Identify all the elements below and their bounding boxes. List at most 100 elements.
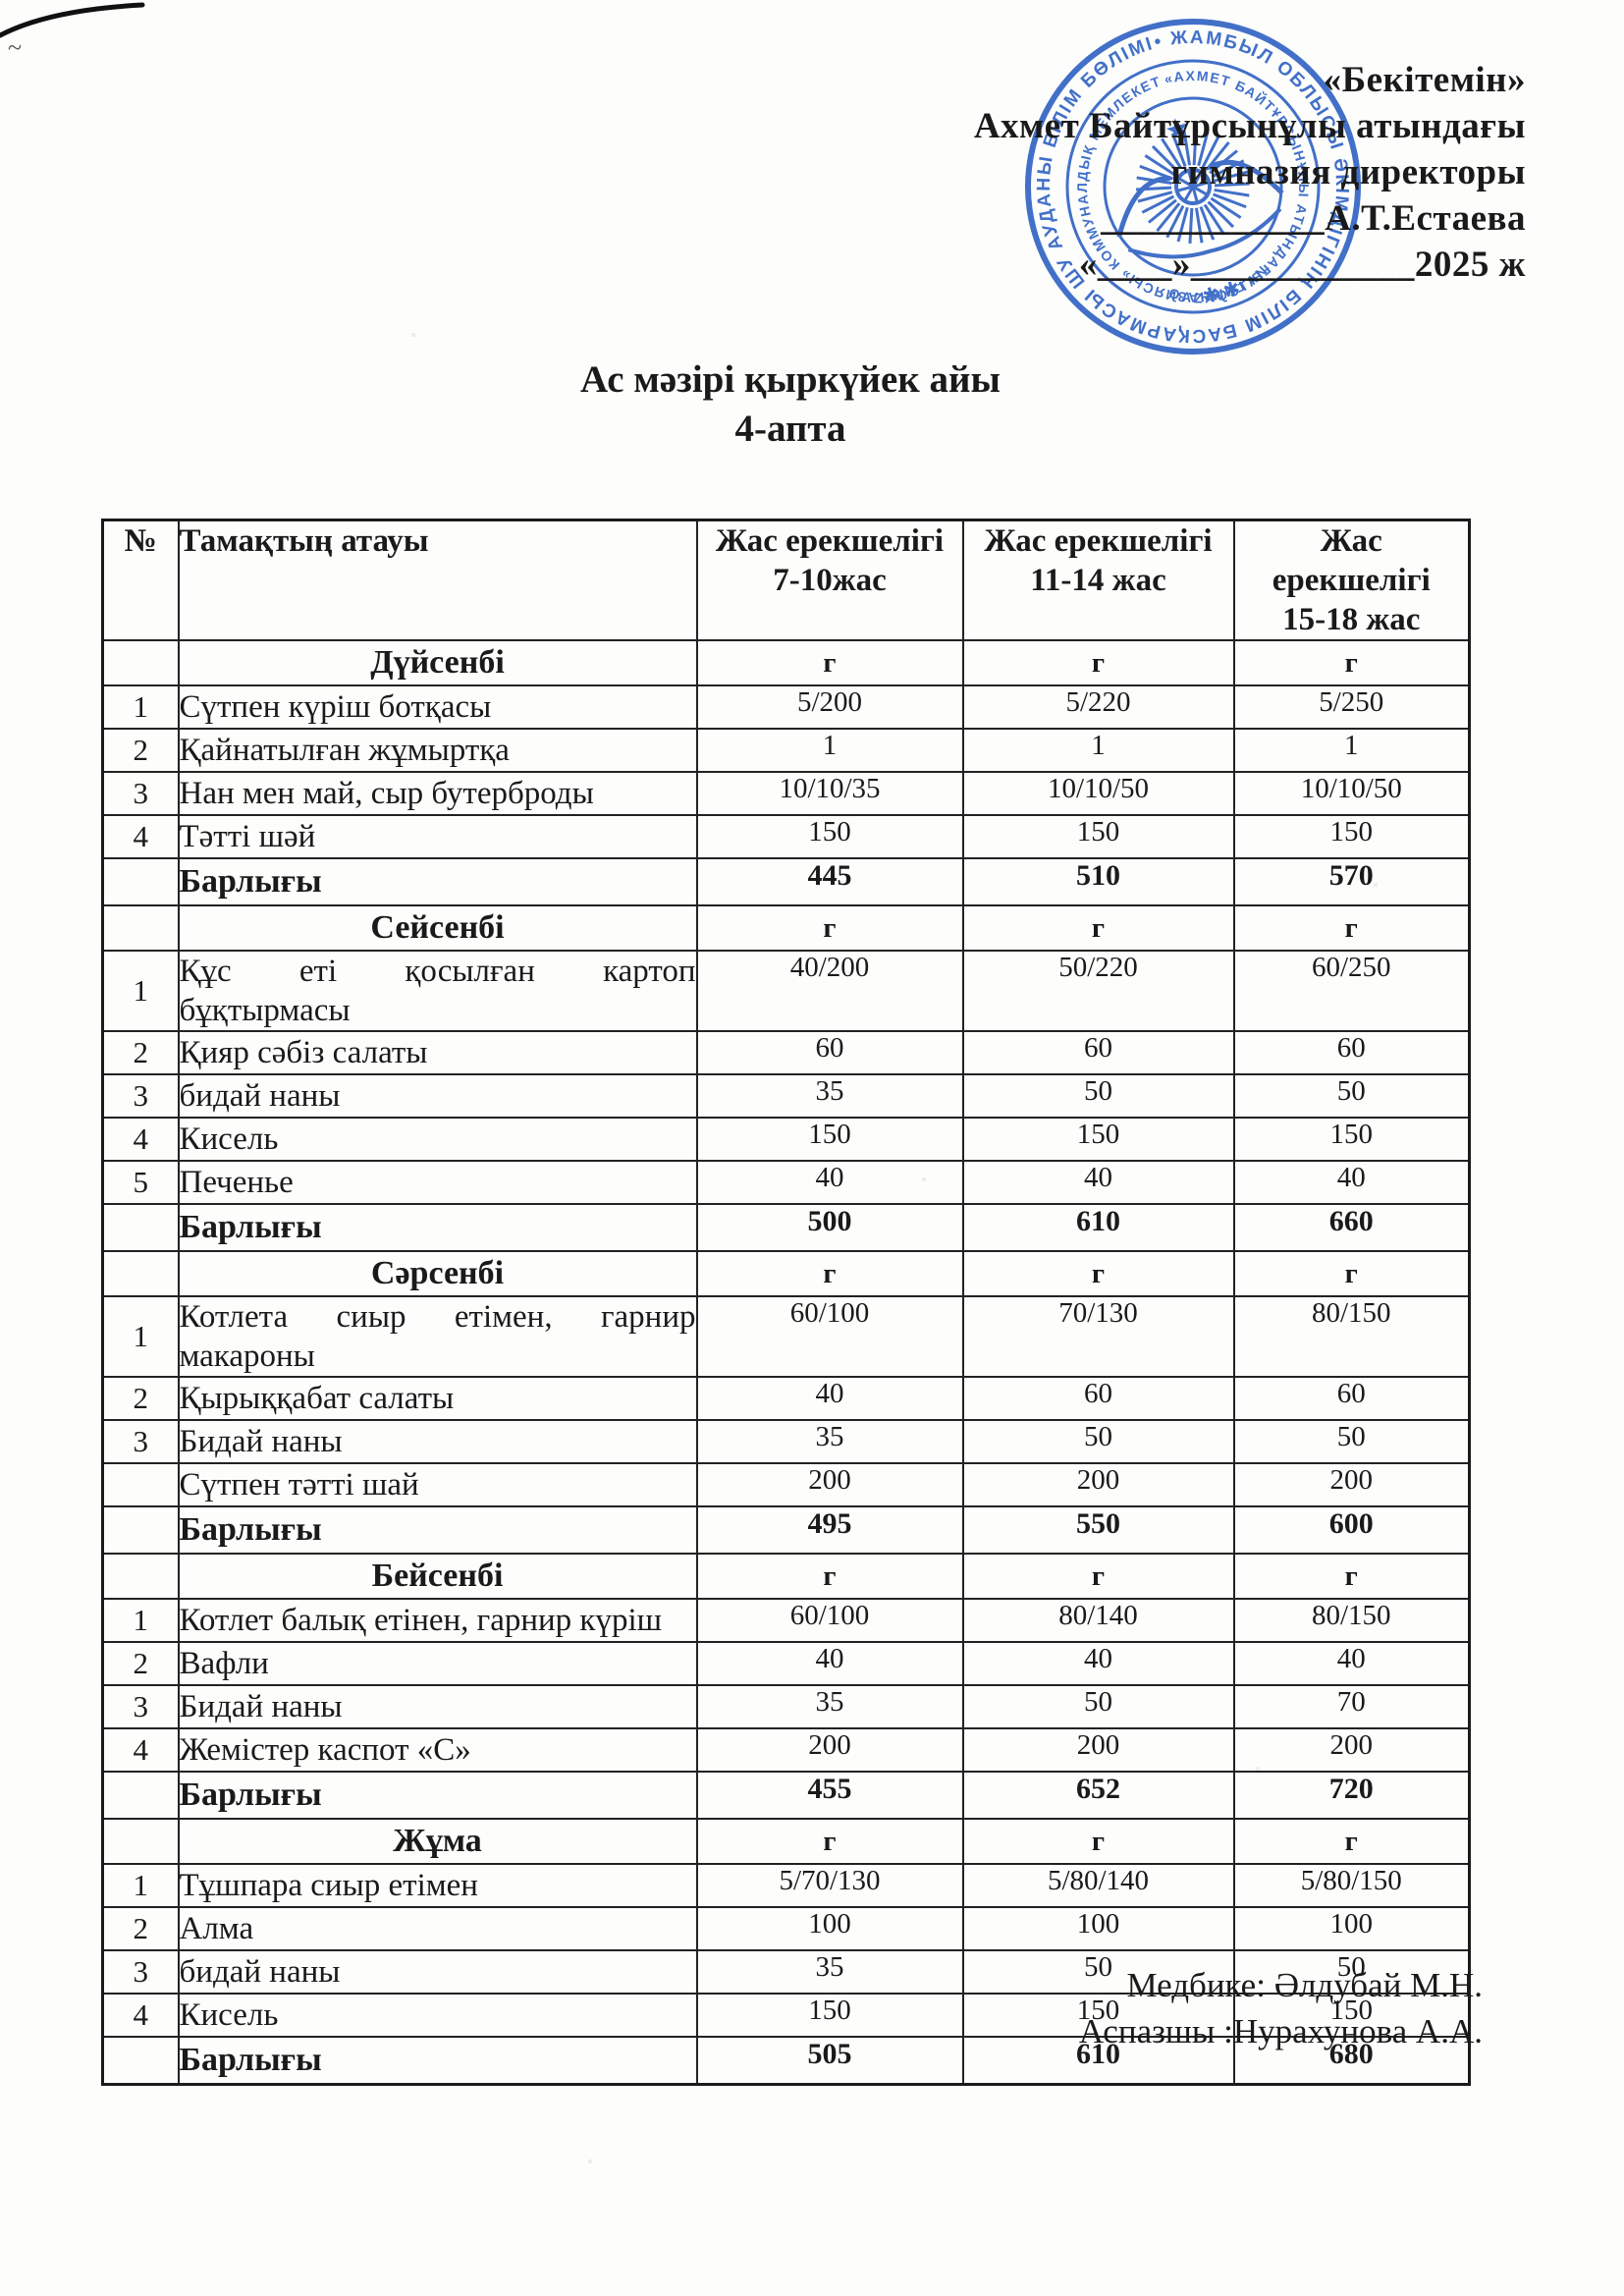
item-name-line: Құс еті қосылған картоп: [179, 954, 696, 989]
portion-value-cell: 150: [961, 1993, 1235, 2038]
menu-item-row: 4 Тәтті шәй 150 150 150: [101, 814, 1471, 859]
item-name-cell: Қырыққабат салаты: [177, 1376, 698, 1421]
portion-value-cell: 10/10/35: [695, 771, 964, 816]
portion-value-cell: 50: [1232, 1419, 1471, 1464]
header-cell-age-group-3: Жас ерекшелігі 15-18 жас: [1232, 519, 1471, 641]
item-number-cell: 3: [101, 1949, 180, 1995]
unit-cell: г: [961, 1250, 1235, 1297]
item-name-cell: Құс еті қосылған картоп бұқтырмасы: [177, 950, 698, 1032]
scan-noise: [295, 295, 297, 297]
portion-value-cell: 100: [961, 1906, 1235, 1951]
unit-cell: г: [1232, 1818, 1471, 1865]
stamp-emblem-rays: [1136, 130, 1250, 244]
item-name-cell: Сүтпен тәтті шай: [177, 1462, 698, 1507]
portion-value-cell: 5/80/150: [1232, 1863, 1471, 1908]
item-number-cell: [101, 1462, 180, 1507]
day-total-row: Барлығы 445 510 570: [101, 857, 1471, 906]
item-name-line: Котлета сиыр етімен, гарнир: [179, 1299, 696, 1335]
item-name-cell: бидай наны: [177, 1949, 698, 1995]
portion-value-cell: 40: [695, 1641, 964, 1686]
menu-item-row: 4 Кисель 150 150 150: [101, 1993, 1471, 2038]
table-head: № Тамақтың атауы Жас ерекшелігі 7-10жас Жас …: [101, 519, 1471, 641]
portion-value-cell: 70/130: [961, 1295, 1235, 1378]
portion-value-cell: 60/250: [1232, 950, 1471, 1032]
item-name-cell: Тұшпара сиыр етімен: [177, 1863, 698, 1908]
item-name-cell: Кисель: [177, 1993, 698, 2038]
portion-value-cell: 1: [695, 728, 964, 773]
portion-value-cell: 60: [961, 1376, 1235, 1421]
menu-item-row: 3 Бидай наны 35 50 50: [101, 1419, 1471, 1464]
menu-table: № Тамақтың атауы Жас ерекшелігі 7-10жас Жас …: [101, 519, 1471, 2086]
item-name-cell: Сүтпен күріш ботқасы: [177, 684, 698, 730]
portion-value-cell: 60: [695, 1030, 964, 1075]
portion-value-cell: 150: [695, 1117, 964, 1162]
portion-value-cell: 100: [695, 1906, 964, 1951]
total-value-cell: 720: [1232, 1771, 1471, 1820]
portion-value-cell: 150: [1232, 1117, 1471, 1162]
total-value-cell: 455: [695, 1771, 964, 1820]
total-label-cell: Барлығы: [177, 1505, 698, 1555]
portion-value-cell: 80/150: [1232, 1295, 1471, 1378]
menu-item-row: 4 Жемістер каспот «С» 200 200 200: [101, 1727, 1471, 1773]
item-number-cell: 2: [101, 728, 180, 773]
item-name-cell: Қияр сәбіз салаты: [177, 1030, 698, 1075]
portion-value-cell: 150: [695, 814, 964, 859]
item-number-cell: 2: [101, 1030, 180, 1075]
item-name-cell: Нан мен май, сыр бутерброды: [177, 771, 698, 816]
portion-value-cell: 10/10/50: [961, 771, 1235, 816]
portion-value-cell: 40: [695, 1376, 964, 1421]
portion-value-cell: 5/220: [961, 684, 1235, 730]
total-value-cell: 570: [1232, 857, 1471, 906]
title-line-month: Ас мәзірі қыркүйек айы: [580, 358, 1001, 401]
item-number-cell: 1: [101, 950, 180, 1032]
portion-value-cell: 35: [695, 1684, 964, 1729]
unit-cell: г: [961, 904, 1235, 952]
header-line: Жас ерекшелігі: [715, 523, 945, 559]
item-name-cell: бидай наны: [177, 1073, 698, 1119]
item-number-cell: 3: [101, 1684, 180, 1729]
total-label-cell: Барлығы: [177, 1771, 698, 1820]
item-name-cell: Вафли: [177, 1641, 698, 1686]
day-empty-number-cell: [101, 639, 180, 686]
total-empty-number-cell: [101, 857, 180, 906]
portion-value-cell: 35: [695, 1419, 964, 1464]
portion-value-cell: 150: [695, 1993, 964, 2038]
day-empty-number-cell: [101, 1250, 180, 1297]
portion-value-cell: 70: [1232, 1684, 1471, 1729]
portion-value-cell: 5/80/140: [961, 1863, 1235, 1908]
approval-line-bekitemin: «Бекітемін»: [1323, 60, 1526, 100]
approval-line-date: «____»____________2025 ж: [1078, 245, 1526, 285]
item-number-cell: 2: [101, 1906, 180, 1951]
scan-streak-artifact: [0, 2, 145, 38]
day-total-row: Барлығы 495 550 600: [101, 1505, 1471, 1555]
item-name-line: бұқтырмасы: [179, 993, 351, 1028]
menu-item-row: 2 Қияр сәбіз салаты 60 60 60: [101, 1030, 1471, 1075]
portion-value-cell: 40: [1232, 1641, 1471, 1686]
menu-item-row: 4 Кисель 150 150 150: [101, 1117, 1471, 1162]
day-name-cell: Жұма: [177, 1818, 698, 1865]
portion-value-cell: 50: [961, 1419, 1235, 1464]
portion-value-cell: 150: [961, 1117, 1235, 1162]
menu-item-row: 1 Котлета сиыр етімен, гарнир макароны 60/1…: [101, 1295, 1471, 1378]
header-cell-age-group-2: Жас ерекшелігі 11-14 жас: [961, 519, 1235, 641]
day-total-row: Барлығы 505 610 680: [101, 2036, 1471, 2086]
portion-value-cell: 80/140: [961, 1598, 1235, 1643]
portion-value-cell: 40/200: [695, 950, 964, 1032]
day-header-row: Бейсенбі г г г: [101, 1553, 1471, 1600]
total-value-cell: 600: [1232, 1505, 1471, 1555]
portion-value-cell: 50: [961, 1949, 1235, 1995]
header-line: 15-18 жас: [1282, 602, 1421, 637]
item-number-cell: 3: [101, 1073, 180, 1119]
day-empty-number-cell: [101, 1553, 180, 1600]
official-stamp: • ЖАМБЫЛ ОБЛЫСЫ ӘКІМДІГІНІҢ БІЛІМ БАСҚАР…: [1020, 14, 1366, 359]
portion-value-cell: 60/100: [695, 1598, 964, 1643]
total-label-cell: Барлығы: [177, 1203, 698, 1252]
portion-value-cell: 50: [1232, 1073, 1471, 1119]
signature-block: Медбике: Әлдубай М.Н. Аспазшы :Нурахунов…: [1079, 1962, 1483, 2054]
item-number-cell: 1: [101, 1295, 180, 1378]
portion-value-cell: 1: [1232, 728, 1471, 773]
day-header-row: Сейсенбі г г г: [101, 904, 1471, 952]
portion-value-cell: 50: [961, 1684, 1235, 1729]
header-cell-dish-name: Тамақтың атауы: [177, 519, 698, 641]
portion-value-cell: 150: [961, 814, 1235, 859]
